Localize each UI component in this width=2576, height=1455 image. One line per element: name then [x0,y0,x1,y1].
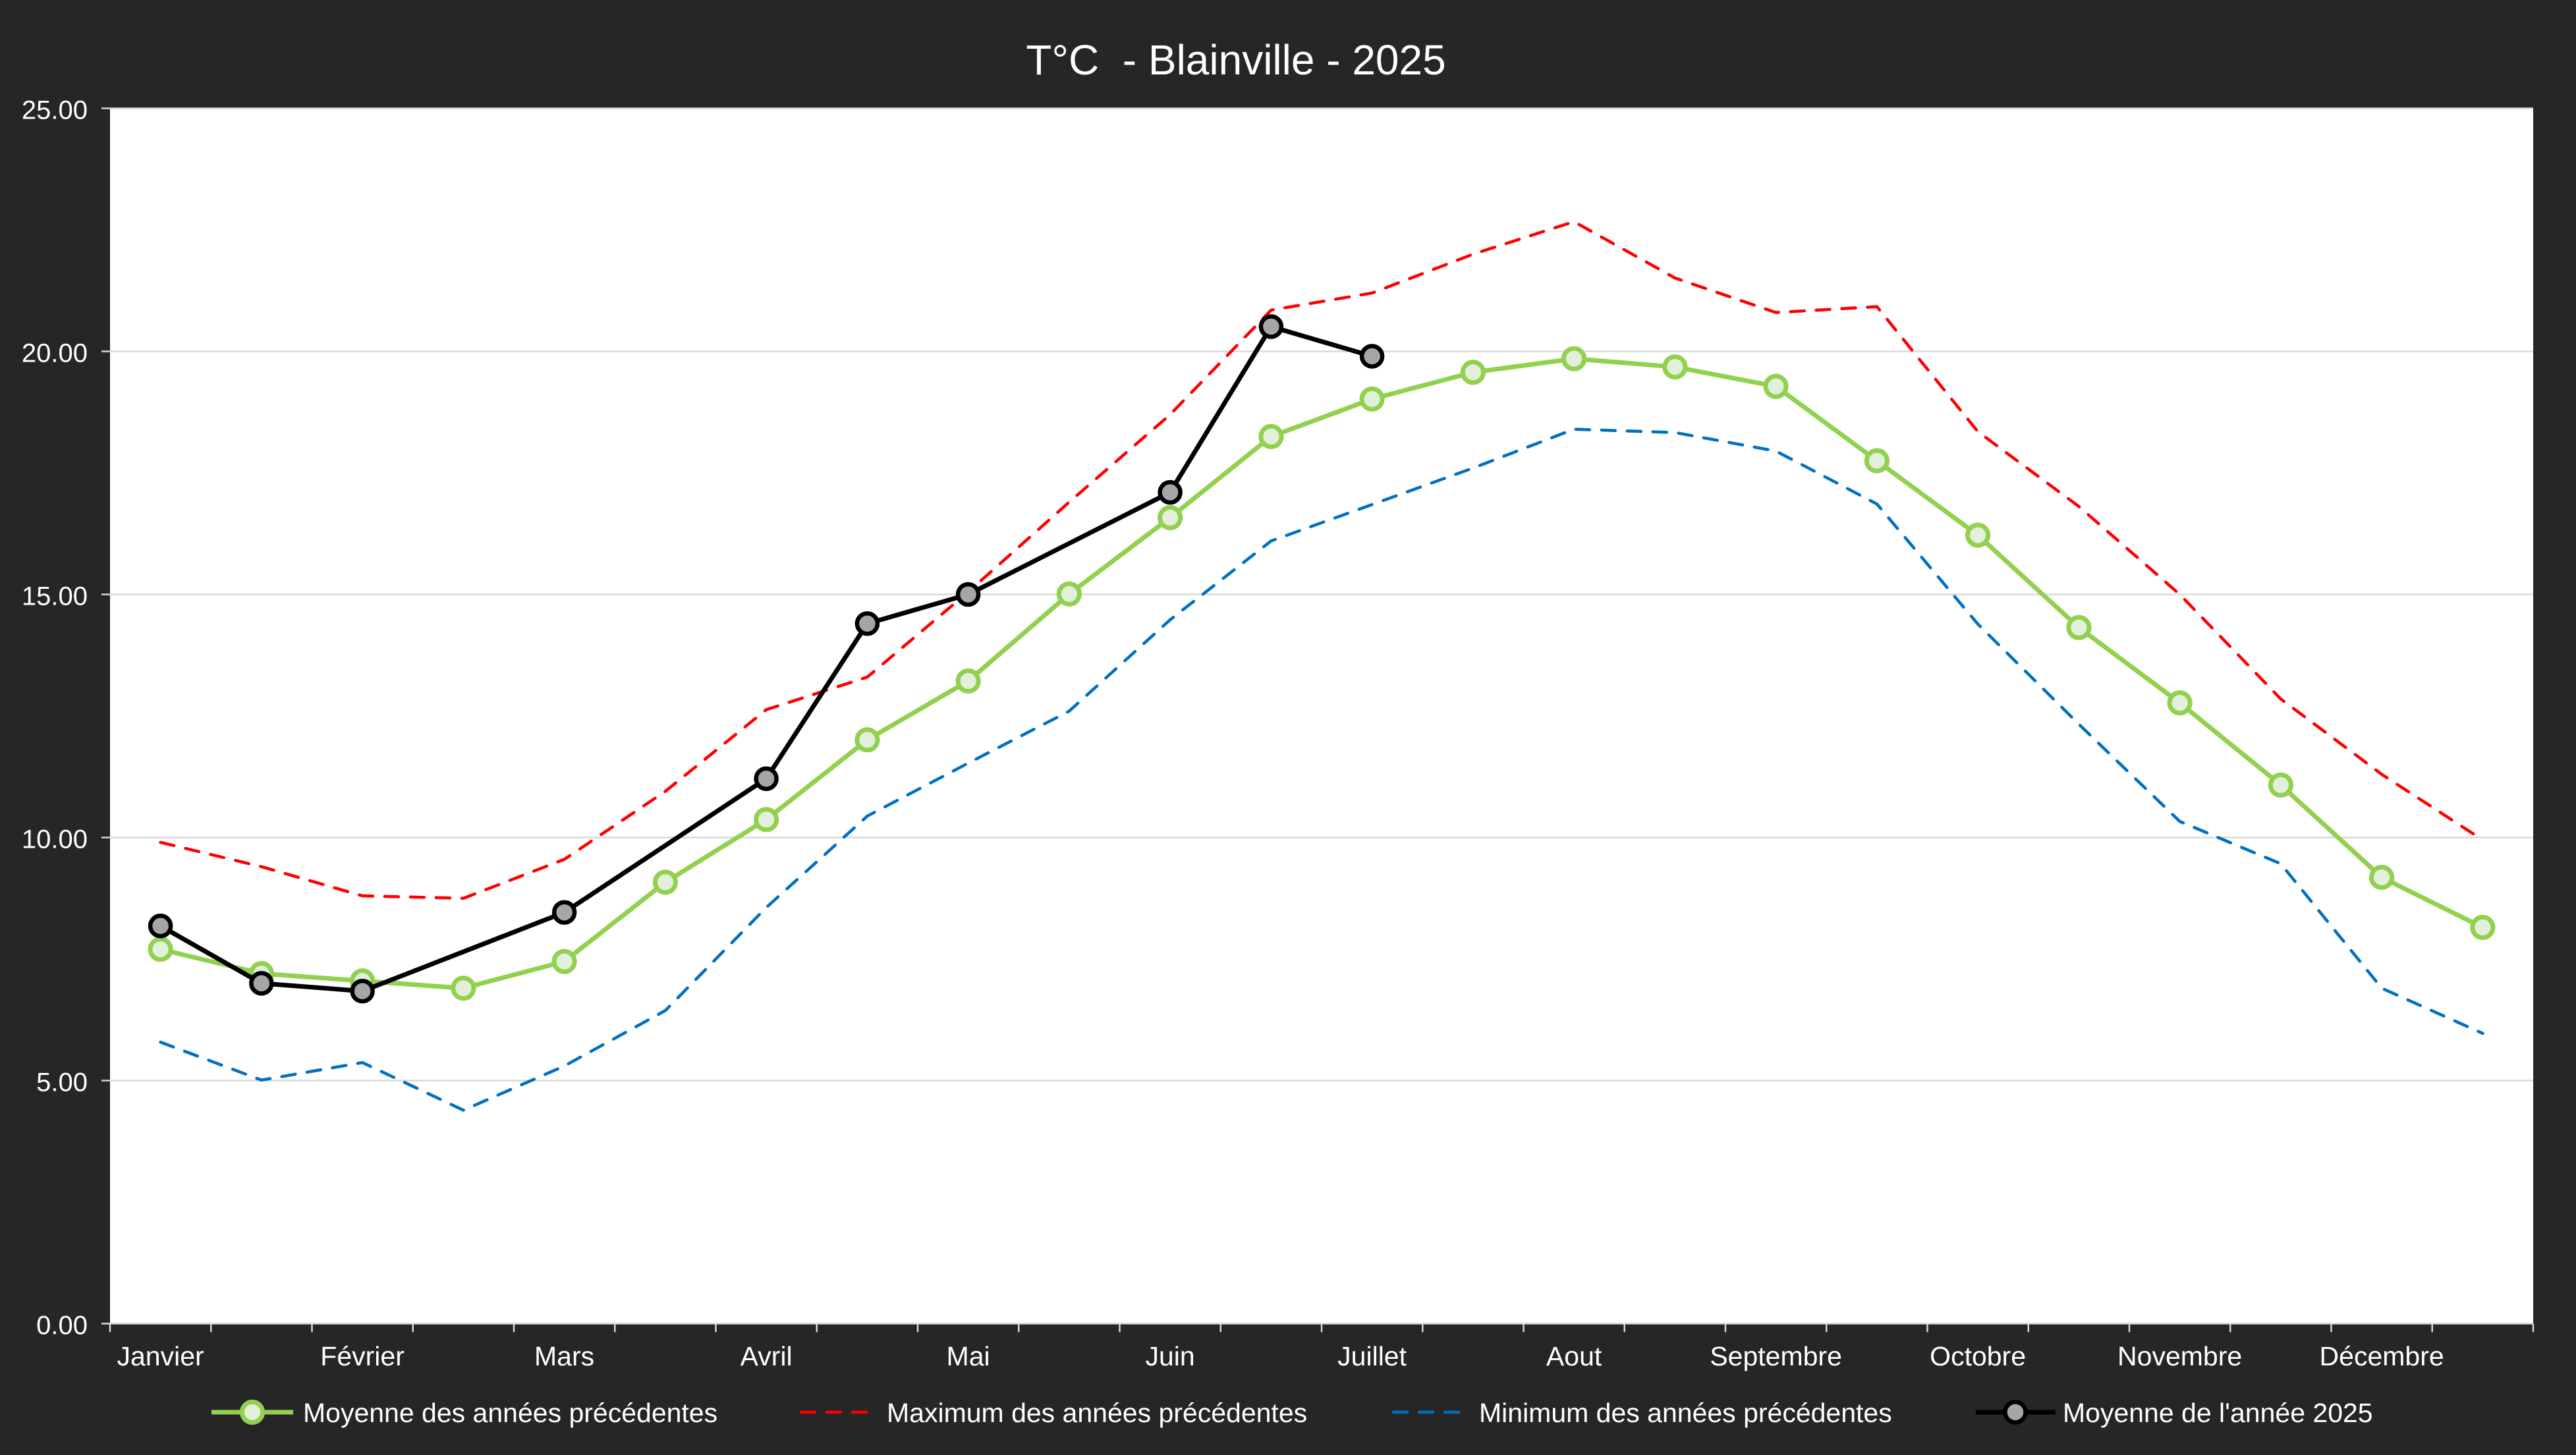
svg-text:20.00: 20.00 [22,339,88,368]
svg-text:Mai: Mai [947,1341,990,1371]
svg-text:Moyenne des années précédentes: Moyenne des années précédentes [303,1398,717,1428]
svg-text:0.00: 0.00 [36,1311,88,1340]
svg-text:25.00: 25.00 [22,96,88,125]
svg-text:Avril: Avril [741,1341,793,1371]
svg-text:Février: Février [320,1341,405,1371]
svg-text:Septembre: Septembre [1710,1341,1842,1371]
svg-text:Novembre: Novembre [2117,1341,2242,1371]
svg-text:Décembre: Décembre [2320,1341,2444,1371]
svg-text:Juin: Juin [1145,1341,1194,1371]
svg-text:15.00: 15.00 [22,582,88,611]
svg-text:Minimum des années précédentes: Minimum des années précédentes [1479,1398,1892,1428]
svg-text:10.00: 10.00 [22,825,88,854]
svg-text:5.00: 5.00 [36,1068,88,1097]
svg-text:Octobre: Octobre [1930,1341,2026,1371]
svg-text:Moyenne de l'année 2025: Moyenne de l'année 2025 [2063,1398,2373,1428]
svg-text:Mars: Mars [534,1341,594,1371]
svg-text:T°C - Blainville - 2025: T°C - Blainville - 2025 [1026,36,1445,84]
svg-text:Aout: Aout [1546,1341,1602,1371]
svg-text:Juillet: Juillet [1337,1341,1407,1371]
svg-text:Maximum des années précédentes: Maximum des années précédentes [887,1398,1307,1428]
svg-text:Janvier: Janvier [117,1341,204,1371]
